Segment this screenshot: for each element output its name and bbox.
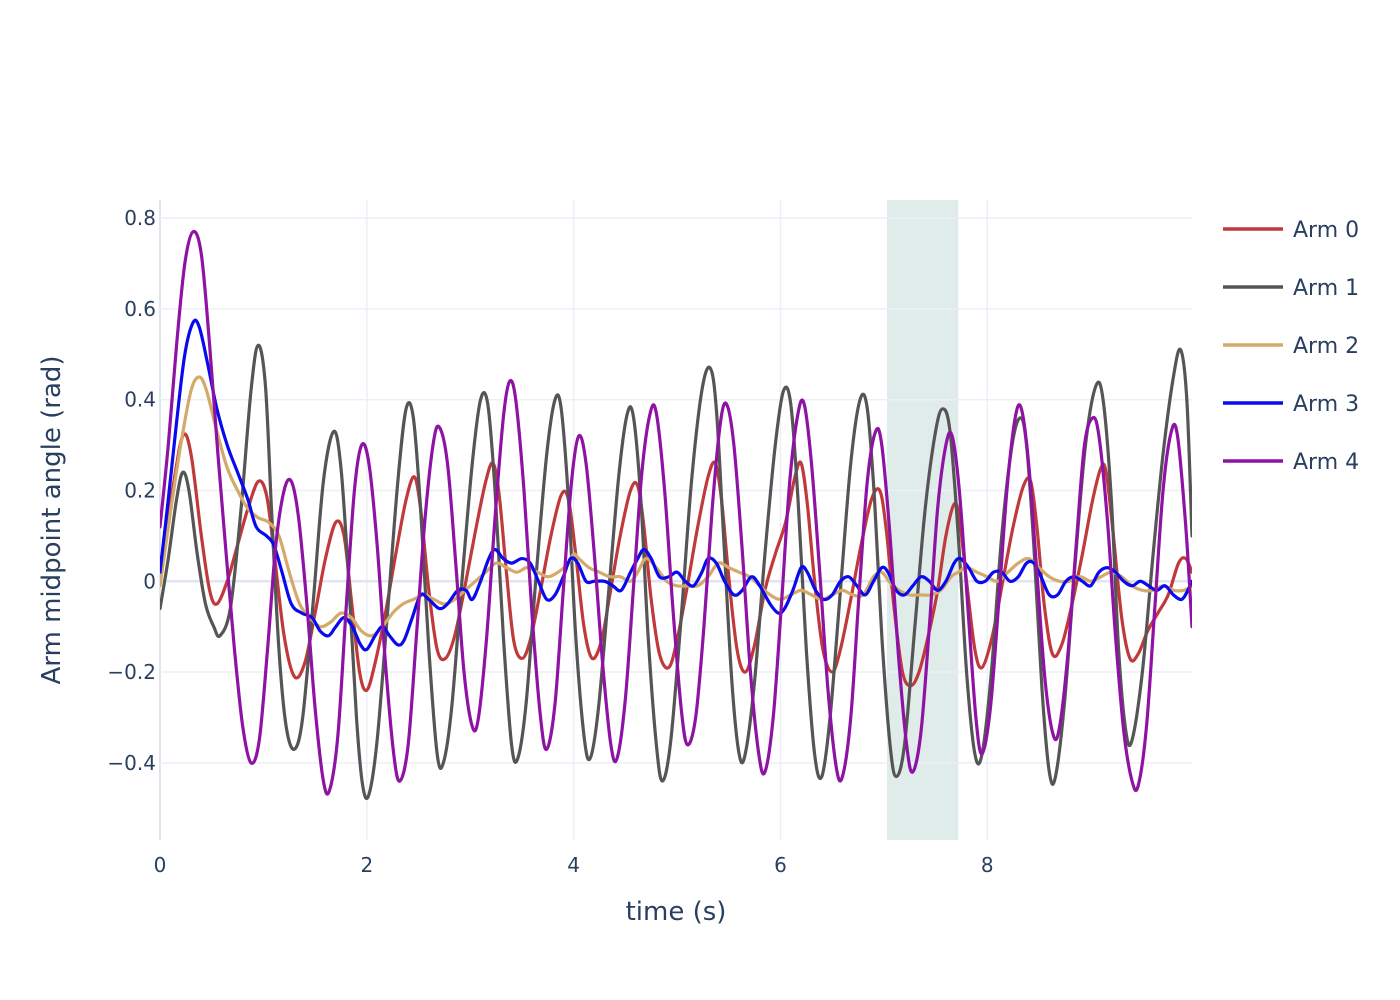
legend-item-arm-3[interactable]: Arm 3 xyxy=(1223,392,1359,417)
tick-label-layer: 0 2 4 6 8 −0.4 −0.2 0 0.2 0.4 0.6 0.8 xyxy=(107,206,993,877)
y-tick-label: −0.2 xyxy=(107,660,156,684)
legend-item-arm-2[interactable]: Arm 2 xyxy=(1223,334,1359,359)
legend-item-arm-4[interactable]: Arm 4 xyxy=(1223,450,1359,475)
x-tick-label: 8 xyxy=(981,853,994,877)
legend-item-arm-1[interactable]: Arm 1 xyxy=(1223,276,1359,301)
y-tick-label: 0.2 xyxy=(124,478,156,502)
legend-label: Arm 3 xyxy=(1293,392,1359,417)
y-tick-label: 0 xyxy=(143,569,156,593)
x-tick-label: 0 xyxy=(154,853,167,877)
x-axis-title: time (s) xyxy=(626,897,727,927)
y-tick-label: −0.4 xyxy=(107,751,156,775)
legend: Arm 0 Arm 1 Arm 2 Arm 3 Arm 4 xyxy=(1223,218,1359,475)
series-line-arm-3 xyxy=(160,318,1192,652)
series-layer xyxy=(160,229,1192,801)
x-tick-label: 6 xyxy=(774,853,787,877)
series-line-arm-4 xyxy=(160,229,1192,796)
x-tick-label: 4 xyxy=(567,853,580,877)
grid-layer xyxy=(159,200,1192,840)
y-tick-label: 0.6 xyxy=(124,297,156,321)
y-tick-label: 0.4 xyxy=(124,388,156,412)
y-tick-label: 0.8 xyxy=(124,206,156,230)
legend-label: Arm 0 xyxy=(1293,218,1359,243)
y-axis-title: Arm midpoint angle (rad) xyxy=(37,355,67,684)
legend-item-arm-0[interactable]: Arm 0 xyxy=(1223,218,1359,243)
legend-label: Arm 1 xyxy=(1293,276,1359,301)
legend-label: Arm 2 xyxy=(1293,334,1359,359)
x-tick-label: 2 xyxy=(360,853,373,877)
legend-label: Arm 4 xyxy=(1293,450,1359,475)
